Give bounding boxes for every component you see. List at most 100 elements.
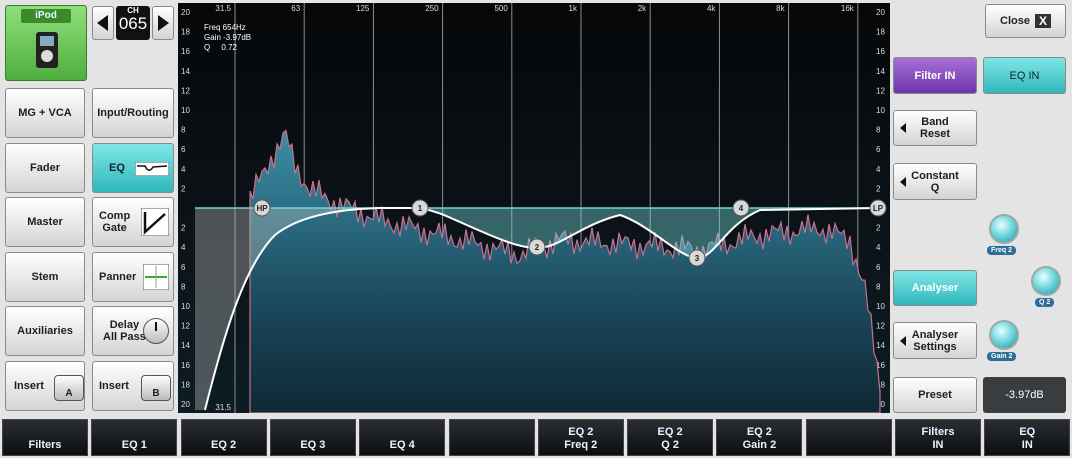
freq-label-top: 4k xyxy=(707,4,716,13)
band-shade xyxy=(420,208,770,258)
db-label-right: 12 xyxy=(876,322,885,331)
channel-next[interactable] xyxy=(152,6,174,40)
db-label-right: 8 xyxy=(876,282,881,291)
analyser-button[interactable]: Analyser xyxy=(893,270,977,306)
db-label-left: 12 xyxy=(181,86,190,95)
db-label-left: 18 xyxy=(181,380,190,389)
freq-label-top: 31.5 xyxy=(215,4,231,13)
db-label-left: 4 xyxy=(181,165,186,174)
bottom-tab[interactable]: Filters xyxy=(2,419,88,456)
analyser-settings-button[interactable]: Analyser Settings xyxy=(893,322,977,359)
db-label-left: 10 xyxy=(181,302,190,311)
bottom-tab[interactable]: Filters IN xyxy=(895,419,981,456)
nav-button[interactable]: Input/Routing xyxy=(92,88,174,138)
readout-freq: Freq 654Hz xyxy=(204,23,246,32)
eq-in-button[interactable]: EQ IN xyxy=(983,57,1066,94)
db-label-left: 14 xyxy=(181,341,190,350)
constant-q-button[interactable]: Constant Q xyxy=(893,163,977,200)
band-reset-button[interactable]: Band Reset xyxy=(893,110,977,146)
db-label-right: 18 xyxy=(876,380,885,389)
nav-button[interactable]: Fader xyxy=(5,143,85,193)
source-button[interactable]: iPod xyxy=(5,5,87,81)
gain-knob[interactable] xyxy=(989,320,1019,350)
preset-button[interactable]: Preset xyxy=(893,377,977,413)
nav-label: Panner xyxy=(99,271,137,283)
channel-prev[interactable] xyxy=(92,6,114,40)
band-marker xyxy=(732,199,750,217)
bottom-tab[interactable]: EQ 3 xyxy=(269,419,356,456)
q-knob[interactable] xyxy=(1031,266,1061,296)
insert-badge: B xyxy=(141,375,171,401)
band-marker xyxy=(688,249,706,267)
db-label-left: 16 xyxy=(181,47,190,56)
freq-label-top: 500 xyxy=(494,4,508,13)
db-label-right: 4 xyxy=(876,165,881,174)
freq-label-top: 16k xyxy=(841,4,855,13)
db-label-left: 6 xyxy=(181,263,186,272)
eq-graph[interactable]: 31.531.563631251252502505005001k1k2k2k4k… xyxy=(178,3,890,413)
band-marker xyxy=(253,199,271,217)
db-label-right: 10 xyxy=(876,106,885,115)
db-label-right: 4 xyxy=(876,243,881,252)
db-label-right: 12 xyxy=(876,86,885,95)
knob-label: Gain 2 xyxy=(987,352,1017,361)
db-label-right: 10 xyxy=(876,302,885,311)
band-marker xyxy=(528,238,546,256)
comp-icon xyxy=(141,208,169,236)
nav-button[interactable]: Comp Gate xyxy=(92,197,174,247)
bottom-tab[interactable]: EQ 2 Gain 2 xyxy=(716,419,803,456)
insert-badge: A xyxy=(54,375,84,401)
db-label-right: 14 xyxy=(876,341,885,350)
bottom-tab[interactable] xyxy=(448,419,535,456)
delay-icon xyxy=(143,318,169,344)
nav-button[interactable]: Delay All Pass xyxy=(92,306,174,356)
nav-button[interactable]: Master xyxy=(5,197,85,247)
db-label-right: 2 xyxy=(876,184,881,193)
db-label-left: 20 xyxy=(181,400,190,409)
bottom-tab[interactable]: EQ 2 Freq 2 xyxy=(537,419,624,456)
freq-knob[interactable] xyxy=(989,214,1019,244)
nav-button[interactable]: Insert B xyxy=(92,361,174,411)
freq-label-top: 1k xyxy=(569,4,578,13)
nav-button[interactable]: MG + VCA xyxy=(5,88,85,138)
nav-label: Insert xyxy=(99,380,129,392)
nav-button[interactable]: Insert A xyxy=(5,361,85,411)
nav-button[interactable]: Panner xyxy=(92,252,174,302)
nav-button[interactable]: Auxiliaries xyxy=(5,306,85,356)
freq-label-top: 250 xyxy=(425,4,439,13)
hp-shade xyxy=(195,208,380,410)
db-label-left: 8 xyxy=(181,282,186,291)
bottom-tab[interactable]: EQ IN xyxy=(984,419,1071,456)
nav-button-active[interactable]: EQ xyxy=(92,143,174,193)
bottom-tab[interactable] xyxy=(805,419,892,456)
filter-in-button[interactable]: Filter IN xyxy=(893,57,977,94)
bottom-tab[interactable]: EQ 1 xyxy=(91,419,178,456)
nav-label: Insert xyxy=(14,380,44,392)
db-label-right: 8 xyxy=(876,126,881,135)
bottom-tab[interactable]: EQ 2 Q 2 xyxy=(627,419,714,456)
db-label-left: 12 xyxy=(181,322,190,331)
knob-label: Q 2 xyxy=(1035,298,1055,307)
close-label: Close xyxy=(1000,15,1030,27)
readout-q: Q 0.72 xyxy=(204,43,237,52)
band-marker-label: 3 xyxy=(695,254,700,263)
db-label-left: 4 xyxy=(181,243,186,252)
knob-label: Freq 2 xyxy=(987,246,1017,255)
db-label-right: 16 xyxy=(876,47,885,56)
band-marker xyxy=(411,199,429,217)
band-marker-label: 4 xyxy=(739,204,744,213)
db-label-left: 2 xyxy=(181,184,186,193)
channel-label: CH xyxy=(127,6,139,15)
band-marker-label: 1 xyxy=(418,204,423,213)
close-button[interactable]: Close X xyxy=(985,4,1066,38)
db-label-left: 20 xyxy=(181,8,190,17)
db-label-right: 14 xyxy=(876,67,885,76)
nav-button[interactable]: Stem xyxy=(5,252,85,302)
freq-label-top: 125 xyxy=(356,4,370,13)
db-label-left: 10 xyxy=(181,106,190,115)
freq-label-top: 8k xyxy=(776,4,785,13)
bottom-tab[interactable]: EQ 4 xyxy=(359,419,446,456)
source-label: iPod xyxy=(21,9,71,23)
bottom-tab[interactable]: EQ 2 xyxy=(180,419,267,456)
